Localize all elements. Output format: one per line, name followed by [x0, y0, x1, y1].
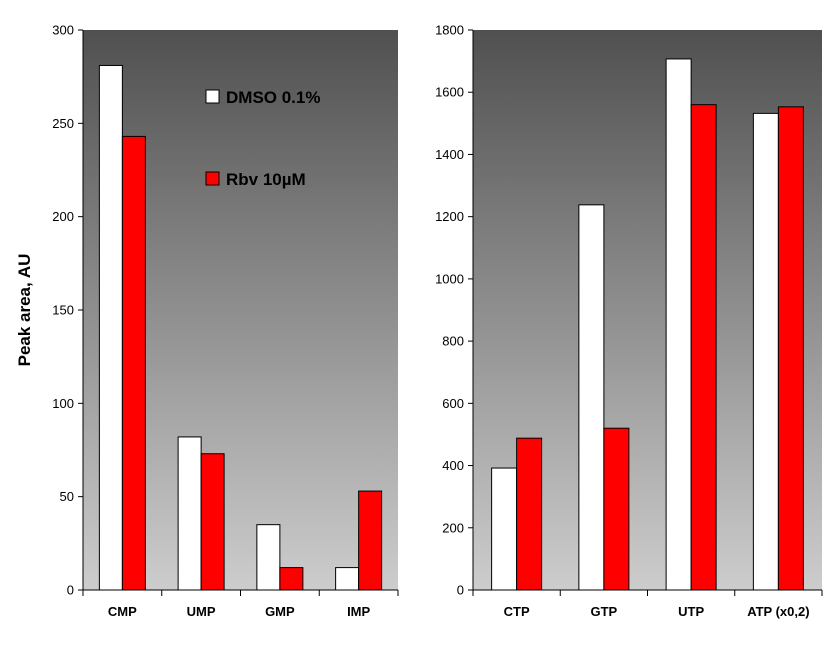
y-tick-label: 600: [442, 396, 464, 411]
bar-dmso: [177, 436, 202, 591]
y-tick-label: 250: [52, 116, 74, 131]
category-label: GTP: [591, 604, 618, 619]
bar-dmso: [491, 467, 518, 591]
y-tick-label: 400: [442, 458, 464, 473]
bar-rbv: [690, 104, 717, 591]
y-tick-label: 1400: [435, 147, 464, 162]
category-label: GMP: [265, 604, 295, 619]
chart-left: 0 50 100 150 200 250 300 CMP UMP GMP IMP Peak area,…: [15, 23, 399, 619]
y-tick-label: 1200: [435, 209, 464, 224]
legend-label: DMSO 0.1%: [226, 88, 320, 107]
bar-rbv: [358, 490, 383, 591]
y-tick-label: 0: [67, 583, 74, 598]
y-tick-label: 200: [442, 520, 464, 535]
y-tick-label: 300: [52, 23, 74, 38]
y-tick-label: 800: [442, 334, 464, 349]
bar-dmso: [578, 204, 605, 591]
y-tick-label: 1800: [435, 23, 464, 38]
bar-dmso: [335, 567, 360, 591]
y-tick-label: 0: [457, 583, 464, 598]
y-axis-label: Peak area, AU: [15, 254, 34, 367]
bar-dmso: [665, 58, 692, 591]
y-tick-label: 200: [52, 209, 74, 224]
y-tick-label: 1000: [435, 271, 464, 286]
bar-rbv: [777, 106, 804, 591]
legend-label: Rbv 10µM: [226, 170, 306, 189]
category-label: UTP: [678, 604, 704, 619]
legend-swatch: [205, 171, 220, 186]
bar-dmso: [98, 64, 123, 591]
legend-swatch: [205, 89, 220, 104]
category-label: IMP: [347, 604, 370, 619]
bar-rbv: [516, 437, 543, 591]
y-tick-label: 150: [52, 303, 74, 318]
bar-rbv: [200, 453, 225, 591]
bar-rbv: [121, 135, 146, 591]
bar-dmso: [752, 112, 779, 591]
y-tick-label: 50: [60, 489, 74, 504]
y-tick-label: 100: [52, 396, 74, 411]
category-label: ATP (x0,2): [747, 604, 809, 619]
chart-right: 0 200 400 600 800 1000 1200 1400 1600 1800 CTP GTP U…: [435, 23, 823, 619]
category-label: UMP: [187, 604, 216, 619]
bar-dmso: [256, 524, 281, 591]
bar-rbv: [279, 567, 304, 591]
category-label: CMP: [108, 604, 137, 619]
category-label: CTP: [504, 604, 530, 619]
y-tick-label: 1600: [435, 85, 464, 100]
bar-rbv: [603, 427, 630, 591]
